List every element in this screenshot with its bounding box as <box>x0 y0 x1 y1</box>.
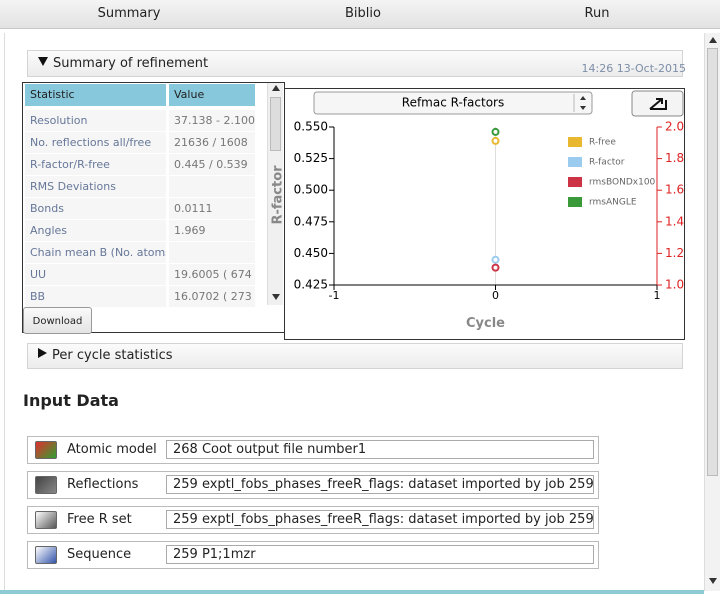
table-cell: RMS Deviations <box>25 176 166 197</box>
x-axis-label: Cycle <box>466 316 505 331</box>
input-label: Free R set <box>67 512 132 527</box>
section-header[interactable]: Per cycle statistics <box>27 343 683 369</box>
chart-title: Refmac R-factors <box>402 96 504 110</box>
input-value: 268 Coot output file number1 <box>166 440 594 459</box>
section-title-text: Per cycle statistics <box>52 348 173 363</box>
page-scrollbar[interactable] <box>704 33 720 591</box>
y2-tick-label: 2.0 <box>665 120 684 134</box>
table-cell: 21636 / 1608 <box>169 132 255 153</box>
input-label: Atomic model <box>67 442 157 457</box>
y-tick-label: 0.450 <box>294 246 328 260</box>
table-cell: 19.6005 ( 674 ) <box>169 264 255 285</box>
x-tick-label: 0 <box>492 289 499 302</box>
input-value: 259 exptl_fobs_phases_freeR_flags: datas… <box>166 475 594 494</box>
x-tick-label: 1 <box>654 289 661 302</box>
legend-label: R-factor <box>589 158 625 168</box>
icon <box>35 476 57 494</box>
icon <box>35 441 57 459</box>
timestamp: 14:26 13-Oct-2015 <box>560 62 686 75</box>
tab[interactable]: Summary <box>29 0 229 28</box>
table-cell <box>169 176 255 197</box>
icon <box>35 511 57 529</box>
y-axis-label: R-factor <box>271 165 286 225</box>
table-cell: 0.445 / 0.539 <box>169 154 255 175</box>
section-title-text: Summary of refinement <box>53 56 208 71</box>
y2-tick-label: 1.2 <box>665 246 684 260</box>
table-cell: 1.969 <box>169 220 255 241</box>
y-tick-label: 0.425 <box>294 278 328 292</box>
table-cell: Angles <box>25 220 166 241</box>
tab[interactable]: Biblio <box>263 0 463 28</box>
tab[interactable]: Run <box>497 0 697 28</box>
legend-swatch <box>568 177 582 187</box>
bottom-bar <box>0 590 704 594</box>
table-cell: Chain mean B (No. atoms) <box>25 242 166 263</box>
y2-tick-label: 1.4 <box>665 214 684 228</box>
legend-label: R-free <box>589 138 616 148</box>
table-cell: R-factor/R-free <box>25 154 166 175</box>
table-cell: Resolution <box>25 110 166 131</box>
legend-swatch <box>568 157 582 167</box>
point <box>493 138 499 144</box>
table-cell: Bonds <box>25 198 166 219</box>
point <box>493 129 499 135</box>
heading: Input Data <box>23 391 119 410</box>
table-cell: 16.0702 ( 273 ) <box>169 286 255 307</box>
input-label: Sequence <box>67 547 131 562</box>
y2-tick-label: 1.6 <box>665 183 684 197</box>
legend-label: rmsBONDx100 <box>589 178 656 188</box>
download-button[interactable]: Download <box>23 307 92 334</box>
legend-swatch <box>568 197 582 207</box>
y-tick-label: 0.525 <box>294 151 328 165</box>
y-tick-label: 0.475 <box>294 214 328 228</box>
table-cell: No. reflections all/free <box>25 132 166 153</box>
legend-label: rmsANGLE <box>589 198 637 208</box>
table-header: Statistic <box>25 84 166 106</box>
table-cell <box>169 242 255 263</box>
input-value: 259 P1;1mzr <box>166 545 594 564</box>
table-cell: UU <box>25 264 166 285</box>
x-tick-label: -1 <box>329 289 340 302</box>
y2-tick-label: 1.8 <box>665 151 684 165</box>
point <box>493 265 499 271</box>
input-label: Reflections <box>67 477 138 492</box>
table-cell: 0.0111 <box>169 198 255 219</box>
chart: Refmac R-factors -1 0 1 0.425 0.450 0.475 0.50… <box>264 88 685 340</box>
y-tick-label: 0.550 <box>294 120 328 134</box>
table-cell: 37.138 - 2.100 <box>169 110 255 131</box>
legend-swatch <box>568 137 582 147</box>
y2-tick-label: 1.0 <box>665 278 684 292</box>
point <box>493 257 499 263</box>
section-title: Per cycle statistics <box>38 348 173 363</box>
table-header: Value <box>169 84 255 106</box>
y-tick-label: 0.500 <box>294 183 328 197</box>
tab-bar: Summary Biblio Run <box>0 0 720 29</box>
section-title: Summary of refinement <box>38 56 208 71</box>
input-value: 259 exptl_fobs_phases_freeR_flags: datas… <box>166 510 594 529</box>
icon <box>35 546 57 564</box>
table-cell: BB <box>25 286 166 307</box>
